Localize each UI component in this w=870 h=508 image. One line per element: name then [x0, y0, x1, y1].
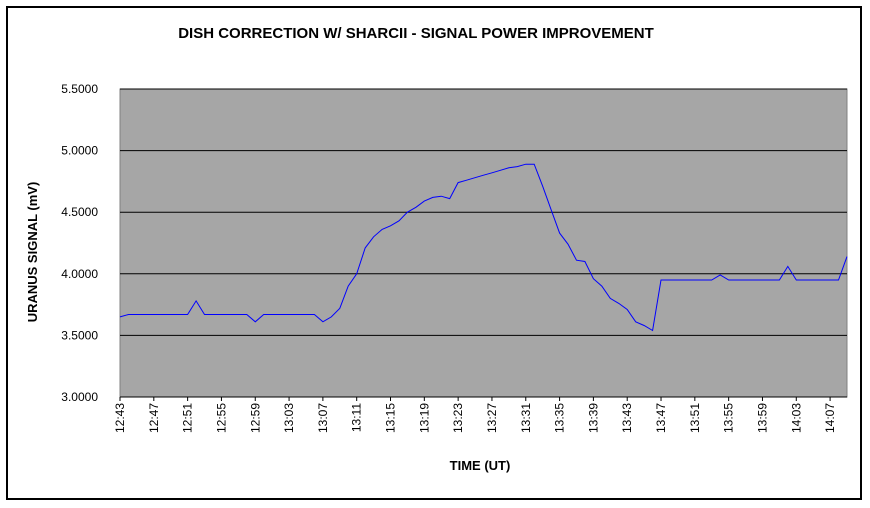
x-tick-label: 14:03 — [789, 403, 803, 433]
x-tick-label: 13:07 — [316, 403, 330, 433]
x-tick-label: 13:23 — [451, 403, 465, 433]
x-tick-label: 14:07 — [823, 403, 837, 433]
x-tick-label: 13:39 — [586, 403, 600, 433]
x-tick-label: 12:51 — [181, 403, 195, 433]
plot-area — [119, 88, 848, 398]
chart-title: DISH CORRECTION W/ SHARCII - SIGNAL POWE… — [178, 25, 654, 42]
x-tick-label: 13:11 — [350, 403, 364, 432]
y-tick-label: 3.5000 — [61, 328, 98, 342]
x-tick-label: 13:47 — [654, 403, 668, 433]
x-tick-label: 13:55 — [722, 403, 736, 433]
x-tick-label: 13:43 — [620, 403, 634, 433]
x-tick-label: 13:51 — [688, 403, 702, 433]
x-tick-label: 13:15 — [384, 403, 398, 433]
y-tick-label: 5.5000 — [61, 82, 98, 96]
x-tick-label: 12:47 — [147, 403, 161, 433]
grid-lines — [120, 88, 847, 398]
y-tick-label: 4.5000 — [61, 205, 98, 219]
x-tick-label: 13:31 — [519, 403, 533, 433]
x-axis-ticks: 12:43 12:47 12:51 12:55 12:59 13:03 13:07 13:11… — [113, 397, 837, 433]
series-line-uranus-signal — [119, 163, 848, 332]
y-tick-label: 3.0000 — [61, 390, 98, 404]
x-tick-label: 13:59 — [755, 403, 769, 433]
y-axis-label: URANUS SIGNAL (mV) — [25, 182, 40, 323]
x-tick-label: 12:59 — [248, 403, 262, 433]
x-tick-label: 13:03 — [282, 403, 296, 433]
x-tick-label: 12:55 — [214, 403, 228, 433]
x-tick-label: 13:35 — [553, 403, 567, 433]
x-tick-label: 12:43 — [113, 403, 127, 433]
y-axis-ticks: 3.0000 3.5000 4.0000 4.5000 5.0000 5.5000 — [61, 82, 98, 404]
x-axis-label: TIME (UT) — [450, 458, 511, 473]
x-tick-label: 13:19 — [417, 403, 431, 433]
x-tick-label: 13:27 — [485, 403, 499, 433]
y-tick-label: 5.0000 — [61, 144, 98, 158]
y-tick-label: 4.0000 — [61, 267, 98, 281]
